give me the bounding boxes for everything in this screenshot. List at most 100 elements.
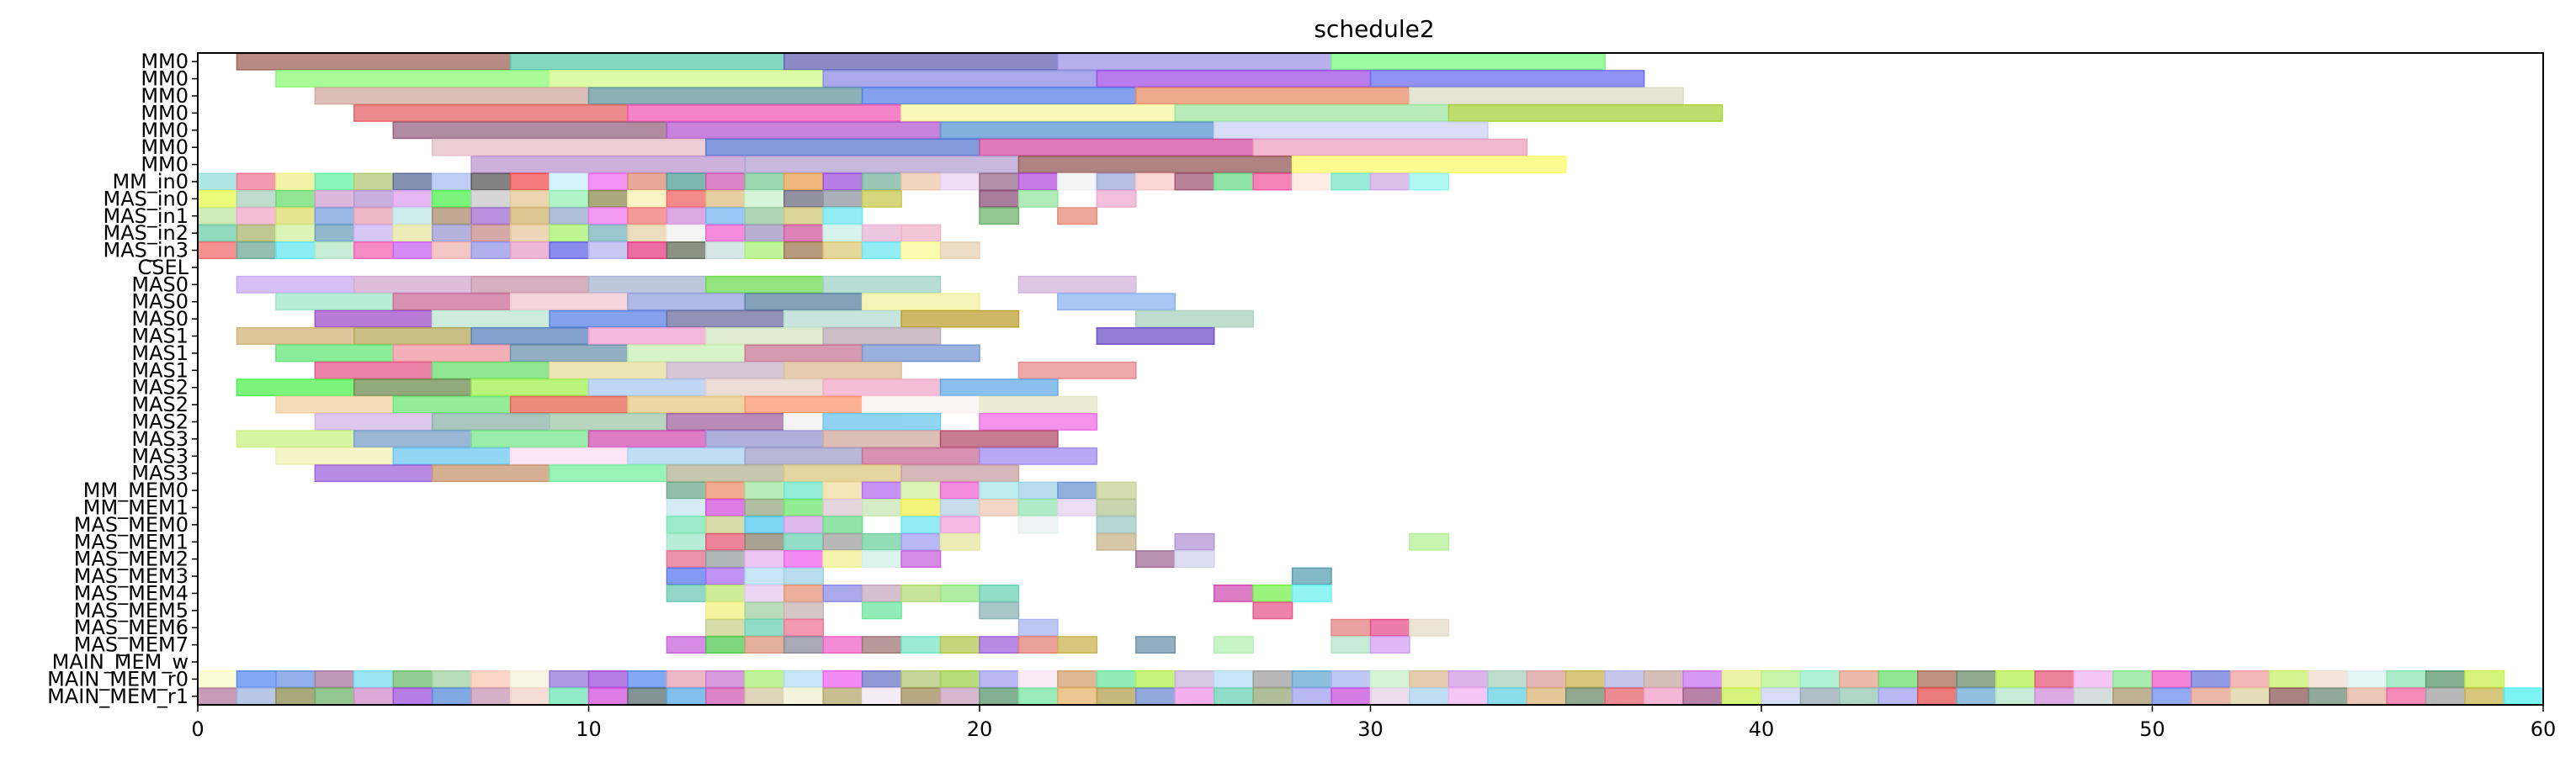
task-bar: [275, 241, 316, 259]
task-bar: [1330, 618, 1372, 637]
task-bar: [509, 172, 550, 191]
task-bar: [197, 687, 238, 706]
task-bar: [744, 293, 863, 311]
task-bar: [783, 172, 824, 191]
task-bar: [705, 499, 746, 516]
task-bar: [861, 87, 1137, 105]
task-bar: [939, 584, 980, 602]
task-bar: [939, 430, 1059, 448]
task-bar: [900, 224, 942, 242]
task-bar: [1096, 687, 1137, 706]
task-bar: [1057, 499, 1098, 516]
task-bar: [900, 172, 942, 191]
task-bar: [470, 430, 590, 448]
task-bar: [314, 361, 433, 379]
task-bar: [275, 344, 394, 363]
task-bar: [431, 224, 472, 242]
task-bar: [392, 670, 433, 688]
task-bar: [314, 189, 355, 208]
task-bar: [783, 670, 824, 688]
task-bar: [1643, 687, 1684, 706]
task-bar: [1174, 172, 1215, 191]
task-bar: [509, 344, 629, 363]
task-bar: [861, 670, 902, 688]
task-bar: [705, 636, 746, 654]
y-tick-label: MAS_MEM1: [74, 530, 189, 553]
task-bar: [1799, 687, 1840, 706]
y-tick-label: MAS0: [131, 307, 189, 331]
task-bar: [1799, 670, 1840, 688]
task-bar: [783, 52, 1059, 71]
task-bar: [744, 532, 785, 551]
task-bar: [509, 52, 785, 71]
task-bar: [783, 584, 824, 602]
task-bar: [236, 52, 512, 71]
task-bar: [1565, 670, 1606, 688]
task-bar: [2386, 687, 2427, 706]
y-tick-label: MAS_MEM7: [74, 633, 189, 657]
task-bar: [2112, 687, 2154, 706]
task-bar: [705, 601, 746, 620]
task-bar: [2347, 687, 2387, 706]
task-bar: [861, 395, 980, 414]
task-bar: [236, 327, 355, 345]
task-bar: [861, 584, 902, 602]
task-bar: [705, 516, 746, 534]
task-bar: [1447, 670, 1489, 688]
task-bar: [549, 464, 668, 483]
task-bar: [431, 361, 550, 379]
task-bar: [1291, 584, 1332, 602]
task-bar: [1252, 670, 1293, 688]
task-bar: [392, 189, 433, 208]
task-bar: [431, 172, 472, 191]
task-bar: [666, 584, 707, 602]
task-bar: [509, 670, 550, 688]
task-bar: [822, 636, 863, 654]
task-bar: [744, 670, 785, 688]
task-bar: [900, 584, 942, 602]
task-bar: [861, 601, 902, 620]
task-bar: [549, 413, 668, 431]
task-bar: [783, 532, 824, 551]
task-bar: [744, 224, 785, 242]
task-bar: [783, 224, 824, 242]
task-bar: [392, 344, 512, 363]
task-bar: [314, 87, 590, 105]
task-bar: [1682, 687, 1724, 706]
task-bar: [470, 156, 746, 174]
task-bar: [353, 327, 472, 345]
task-bar: [861, 532, 902, 551]
task-bar: [1761, 687, 1802, 706]
task-bar: [275, 395, 394, 414]
task-bar: [744, 584, 785, 602]
task-bar: [1369, 172, 1410, 191]
task-bar: [1487, 687, 1528, 706]
task-bar: [1252, 601, 1293, 620]
y-tick-label: MAS_MEM4: [74, 581, 189, 605]
task-bar: [822, 327, 942, 345]
task-bar: [705, 618, 746, 637]
y-tick-label: MAS_MEM6: [74, 616, 189, 639]
task-bar: [627, 687, 668, 706]
task-bar: [1291, 670, 1332, 688]
y-tick-label: MM0: [141, 50, 189, 73]
task-bar: [353, 670, 394, 688]
task-bar: [822, 550, 863, 569]
task-bar: [1526, 670, 1567, 688]
task-bar: [197, 189, 238, 208]
task-bar: [744, 156, 1020, 174]
task-bar: [666, 172, 707, 191]
task-bar: [587, 189, 629, 208]
bars-layer: [197, 52, 2544, 706]
task-bar: [236, 172, 277, 191]
task-bar: [1917, 670, 1958, 688]
task-bar: [197, 224, 238, 242]
task-bar: [861, 636, 902, 654]
task-bar: [236, 378, 355, 397]
task-bar: [1447, 103, 1724, 122]
task-bar: [705, 207, 746, 225]
task-bar: [822, 499, 863, 516]
task-bar: [509, 207, 550, 225]
task-bar: [744, 499, 785, 516]
task-bar: [705, 224, 746, 242]
